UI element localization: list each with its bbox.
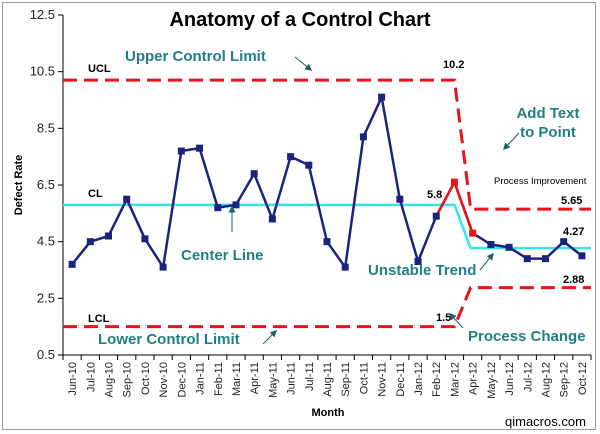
upper-control-limit-arrow xyxy=(294,56,313,71)
y-tick-label: 2.5 xyxy=(37,290,55,305)
x-tick-label: Aug-11 xyxy=(322,362,334,397)
cl-before-value: 5.8 xyxy=(427,189,442,201)
x-tick-label: Jun-12 xyxy=(504,362,516,396)
data-point xyxy=(523,255,531,263)
upper-control-limit-annotation: Upper Control Limit xyxy=(125,48,266,65)
data-point xyxy=(378,93,386,101)
data-point xyxy=(487,241,495,248)
data-point xyxy=(196,144,204,152)
x-tick-label: Jun-11 xyxy=(286,362,298,395)
x-tick-label: Apr-12 xyxy=(468,362,480,395)
x-tick-label: Aug-12 xyxy=(540,362,552,397)
x-tick-label: Dec-10 xyxy=(176,362,188,397)
lower-control-limit-annotation: Lower Control Limit xyxy=(98,331,240,348)
data-point xyxy=(123,195,131,203)
process-change-arrow xyxy=(449,312,464,329)
x-tick-label: Nov-11 xyxy=(377,362,389,397)
y-tick-label: 4.5 xyxy=(37,234,55,249)
data-point xyxy=(359,133,367,141)
lcl-before-value: 1.5 xyxy=(436,312,451,324)
data-point xyxy=(232,201,240,209)
chart-title: Anatomy of a Control Chart xyxy=(169,9,430,31)
y-tick-label: 10.5 xyxy=(30,64,55,79)
data-point xyxy=(560,238,568,246)
ucl-before-value: 10.2 xyxy=(443,59,464,71)
x-tick-label: Oct-11 xyxy=(358,362,370,394)
data-point xyxy=(68,260,76,268)
add-text-annotation-line-2: to Point xyxy=(520,124,576,141)
data-point xyxy=(159,263,167,271)
x-tick-label: Oct-12 xyxy=(577,362,589,395)
x-tick-label: Feb-11 xyxy=(213,362,225,396)
data-point xyxy=(214,204,222,212)
lcl-label: LCL xyxy=(88,313,110,325)
y-tick-label: 0.5 xyxy=(37,347,55,362)
process-improvement-note: Process Improvement xyxy=(494,176,587,187)
unstable-trend-annotation: Unstable Trend xyxy=(368,262,476,279)
x-tick-label: May-12 xyxy=(486,362,498,399)
center-line xyxy=(63,203,591,250)
x-tick-label: Sep-11 xyxy=(340,362,352,397)
lcl-after-value: 2.88 xyxy=(563,274,584,286)
x-axis-label: Month xyxy=(312,407,345,419)
x-tick-label: Jun-10 xyxy=(67,362,79,396)
unstable-trend-arrow xyxy=(479,252,494,271)
x-tick-label: Jan-11 xyxy=(195,362,207,395)
y-tick-label: 8.5 xyxy=(37,120,55,135)
data-point xyxy=(141,235,149,243)
data-point xyxy=(105,232,113,240)
x-tick-label: Sep-10 xyxy=(122,362,134,397)
center-line-annotation: Center Line xyxy=(181,247,264,264)
data-point xyxy=(341,263,349,271)
data-point xyxy=(250,170,258,178)
data-point xyxy=(578,252,586,260)
cl-after-value: 4.27 xyxy=(563,226,584,238)
data-point xyxy=(396,195,404,203)
data-point xyxy=(268,215,276,223)
data-point xyxy=(323,238,331,246)
y-axis-label: Defect Rate xyxy=(13,155,25,216)
add-text-arrow xyxy=(503,132,520,151)
x-tick-label: Aug-10 xyxy=(104,362,116,397)
x-tick-label: May-11 xyxy=(267,362,279,398)
data-point xyxy=(432,212,440,220)
x-tick-label: Nov-10 xyxy=(158,362,170,397)
cl-label: CL xyxy=(88,188,103,200)
add-text-annotation-line-1: Add Text xyxy=(516,105,579,122)
process-change-annotation: Process Change xyxy=(468,328,586,345)
x-tick-label: Feb-12 xyxy=(431,362,443,397)
lower-control-limit-arrow xyxy=(262,330,277,345)
x-tick-label: Jul-11 xyxy=(304,362,316,391)
data-point xyxy=(86,238,94,246)
x-tick-label: Apr-11 xyxy=(249,362,261,394)
x-tick-label: Mar-11 xyxy=(231,362,243,396)
x-tick-label: Mar-12 xyxy=(449,362,461,397)
ucl-label: UCL xyxy=(88,63,111,75)
data-point xyxy=(287,153,295,161)
data-point xyxy=(414,258,422,265)
data-point xyxy=(450,178,458,186)
x-tick-group: Jun-10 Jul-10 Aug-10 Sep-10 Oct-10 Nov-10 Dec-… xyxy=(62,355,592,399)
ucl-line xyxy=(63,78,591,211)
x-tick-label: Jul-12 xyxy=(522,362,534,392)
x-tick-label: Oct-10 xyxy=(140,362,152,395)
x-tick-label: Jul-10 xyxy=(85,362,97,392)
x-tick-label: Dec-11 xyxy=(395,362,407,397)
data-point xyxy=(305,161,313,169)
x-tick-label: Sep-12 xyxy=(559,362,571,397)
data-points xyxy=(68,93,586,271)
y-tick-group: 0.5 2.5 4.5 6.5 8.5 10.5 12.5 xyxy=(30,7,63,362)
ucl-after-value: 5.65 xyxy=(561,195,582,207)
lcl-line xyxy=(63,286,591,329)
data-point xyxy=(469,229,477,237)
footer-source: qimacros.com xyxy=(505,414,586,429)
x-tick-label: Jan-12 xyxy=(413,362,425,396)
data-point xyxy=(541,255,549,263)
data-point xyxy=(177,147,185,155)
y-tick-label: 12.5 xyxy=(30,7,55,22)
y-tick-label: 6.5 xyxy=(37,177,55,192)
data-point xyxy=(505,243,513,251)
chart-frame xyxy=(2,2,596,430)
